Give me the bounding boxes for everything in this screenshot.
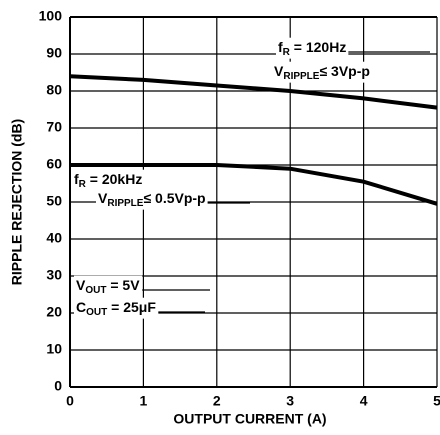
x-tick-label: 3	[286, 393, 294, 409]
y-tick-label: 100	[39, 8, 63, 24]
y-tick-label: 90	[46, 45, 62, 61]
y-tick-label: 10	[46, 341, 62, 357]
text-part: = 5V	[106, 277, 140, 293]
annotation: VRIPPLE≤ 0.5Vp-p	[96, 188, 250, 210]
x-tick-label: 2	[213, 393, 221, 409]
y-tick-label: 80	[46, 82, 62, 98]
annotation-bg	[96, 188, 208, 210]
subscript: R	[283, 47, 291, 58]
y-tick-label: 70	[46, 119, 62, 135]
annotation-bg	[74, 297, 159, 319]
annotation: VOUT = 5V	[74, 275, 210, 297]
subscript: R	[79, 179, 87, 190]
text-part: V	[274, 63, 284, 79]
y-tick-label: 0	[54, 378, 62, 394]
subscript: OUT	[85, 285, 106, 296]
text-part: ≤ 3Vp-p	[319, 63, 369, 79]
text-part: f	[278, 39, 283, 55]
x-tick-label: 1	[140, 393, 148, 409]
y-axis-label: RIPPLE REJECTION (dB)	[9, 119, 25, 285]
x-axis-label: OUTPUT CURRENT (A)	[173, 411, 326, 427]
annotation-text: fR = 20kHz	[74, 171, 142, 190]
annotation-text: VOUT = 5V	[76, 277, 140, 296]
annotation-text: VRIPPLE≤ 3Vp-p	[274, 63, 370, 82]
line	[69, 74, 438, 110]
annotation-text: fR = 120Hz	[278, 39, 346, 58]
y-tick-label: 20	[46, 304, 62, 320]
x-tick-label: 0	[66, 393, 74, 409]
annotation: fR = 120Hz	[276, 37, 430, 59]
y-tick-label: 40	[46, 230, 62, 246]
annotation-text: VRIPPLE≤ 0.5Vp-p	[98, 190, 206, 209]
text-part: = 25μF	[107, 299, 156, 315]
annotation-bg	[272, 61, 372, 83]
annotation-bg	[276, 37, 349, 59]
subscript: OUT	[86, 307, 107, 318]
text-part: = 20kHz	[86, 171, 142, 187]
annotation-bg	[74, 275, 143, 297]
y-tick-label: 50	[46, 193, 62, 209]
annotation: COUT = 25μF	[74, 297, 205, 319]
subscript: RIPPLE	[107, 198, 143, 209]
x-tick-label: 5	[433, 393, 440, 409]
annotation-text: COUT = 25μF	[76, 299, 156, 318]
y-tick-label: 60	[46, 156, 62, 172]
x-tick-label: 4	[360, 393, 368, 409]
subscript: RIPPLE	[283, 71, 319, 82]
text-part: = 120Hz	[290, 39, 346, 55]
text-part: f	[74, 171, 79, 187]
line	[70, 163, 438, 206]
annotation-bg	[72, 169, 145, 191]
text-part: C	[76, 299, 86, 315]
y-tick-label: 30	[46, 267, 62, 283]
annotation: VRIPPLE≤ 3Vp-p	[272, 61, 372, 83]
text-part: V	[76, 277, 86, 293]
text-part: ≤ 0.5Vp-p	[143, 190, 205, 206]
annotation: fR = 20kHz	[72, 169, 145, 191]
text-part: V	[98, 190, 108, 206]
